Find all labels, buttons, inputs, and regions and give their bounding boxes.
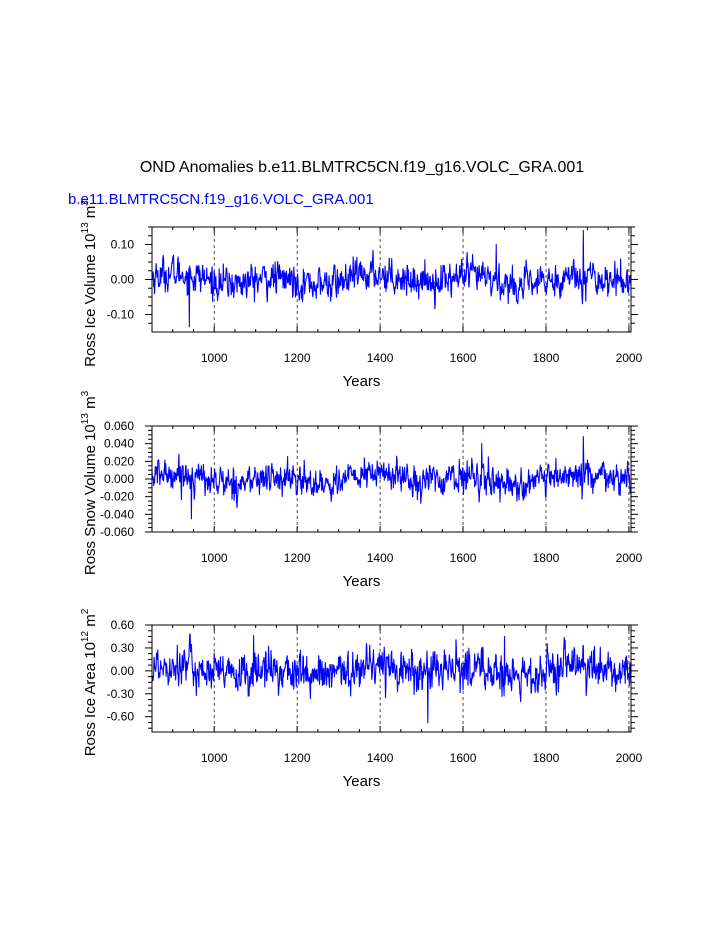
y-tick-label: 0.060 [104, 419, 134, 433]
x-tick-label: 1800 [533, 551, 560, 565]
y-axis-label-exponent: 12 [80, 631, 91, 643]
x-axis-label: Years [343, 773, 381, 790]
x-tick-label: 1200 [284, 751, 311, 765]
y-axis-label-unit: m [82, 614, 99, 631]
series-line-2 [151, 436, 632, 520]
x-axis-label: Years [343, 373, 381, 390]
main-title: OND Anomalies b.e11.BLMTRC5CN.f19_g16.VO… [140, 159, 584, 176]
y-axis-label: Ross Ice Volume 1013 m3 [80, 200, 99, 367]
y-tick-label: -0.30 [107, 687, 135, 701]
x-tick-label: 2000 [616, 351, 643, 365]
x-tick-label: 1600 [450, 551, 477, 565]
series-line-1 [151, 229, 632, 328]
y-axis-label: Ross Snow Volume 1013 m3 [80, 390, 99, 575]
series-line-3 [151, 633, 632, 724]
y-tick-label: 0.30 [111, 641, 135, 655]
x-tick-label: 1800 [533, 351, 560, 365]
y-axis-label-unit: m [82, 206, 99, 223]
y-tick-label: -0.040 [100, 507, 134, 521]
y-axis-label-unit-exponent: 3 [80, 200, 91, 206]
x-tick-label: 2000 [616, 551, 643, 565]
x-tick-label: 1000 [201, 751, 228, 765]
y-tick-label: 0.00 [111, 664, 135, 678]
plot-frame [151, 624, 632, 733]
y-tick-label: -0.10 [107, 308, 135, 322]
subtitle: b.e11.BLMTRC5CN.f19_g16.VOLC_GRA.001 [68, 191, 374, 208]
x-tick-label: 1200 [284, 551, 311, 565]
y-axis-label-unit-exponent: 3 [80, 390, 91, 396]
y-tick-label: -0.060 [100, 525, 134, 539]
y-tick-label: 0.60 [111, 618, 135, 632]
x-tick-label: 1400 [367, 751, 394, 765]
y-tick-label: 0.020 [104, 454, 134, 468]
x-tick-label: 1200 [284, 351, 311, 365]
y-axis-label-text: Ross Ice Volume 10 [82, 233, 99, 366]
panels: 1000 1200 1400 1600 1800 2000 0.10 0.00 -0.10 Yea… [80, 200, 643, 790]
y-axis-label-exponent: 13 [80, 222, 91, 234]
x-tick-label: 1400 [367, 551, 394, 565]
panel-3: 1000 1200 1400 1600 1800 2000 0.60 0.30 0.00 -0.3… [80, 608, 643, 790]
y-tick-label: -0.020 [100, 490, 134, 504]
y-axis-label-exponent: 13 [80, 413, 91, 425]
y-tick-label: 0.00 [111, 273, 135, 287]
x-tick-label: 1600 [450, 751, 477, 765]
x-tick-label: 1000 [201, 351, 228, 365]
y-tick-label: -0.60 [107, 710, 135, 724]
panel-1: 1000 1200 1400 1600 1800 2000 0.10 0.00 -0.10 Yea… [80, 200, 643, 390]
y-tick-label: 0.10 [111, 238, 135, 252]
x-tick-label: 2000 [616, 751, 643, 765]
x-tick-label: 1000 [201, 551, 228, 565]
y-axis-label: Ross Ice Area 1012 m2 [80, 608, 99, 756]
x-tick-label: 1800 [533, 751, 560, 765]
y-tick-label: 0.000 [104, 472, 134, 486]
y-axis-label-text: Ross Ice Area 10 [82, 642, 99, 756]
x-tick-label: 1400 [367, 351, 394, 365]
y-axis-label-text: Ross Snow Volume 10 [82, 424, 99, 575]
panel-2: 1000 1200 1400 1600 1800 2000 0.060 0.040 0.020 0… [80, 390, 643, 590]
y-axis-label-unit: m [82, 396, 99, 413]
x-axis-label: Years [343, 573, 381, 590]
y-tick-label: 0.040 [104, 437, 134, 451]
x-tick-label: 1600 [450, 351, 477, 365]
y-axis-label-unit-exponent: 2 [80, 608, 91, 614]
